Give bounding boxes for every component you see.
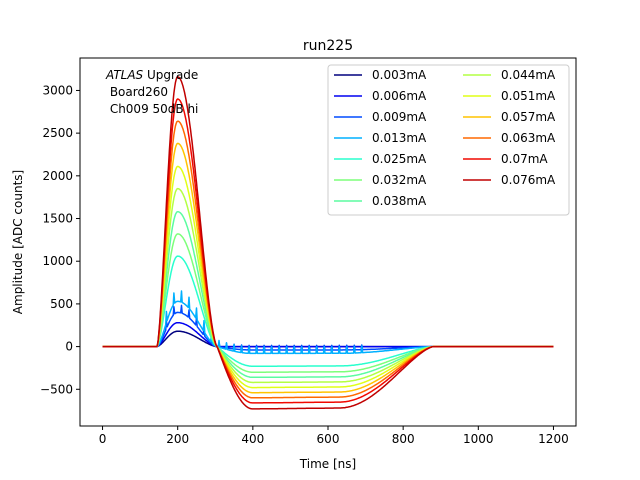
x-tick-label: 1200 <box>538 432 569 446</box>
y-tick-label: 2000 <box>42 169 73 183</box>
y-tick-label: 1500 <box>42 212 73 226</box>
legend-label: 0.003mA <box>372 68 427 82</box>
y-tick-label: −500 <box>40 382 73 396</box>
x-tick-label: 0 <box>99 432 107 446</box>
legend-label: 0.044mA <box>501 68 556 82</box>
legend-frame <box>327 64 570 216</box>
y-tick-label: 3000 <box>42 83 73 97</box>
legend-label: 0.057mA <box>501 110 556 124</box>
x-tick-label: 400 <box>241 432 264 446</box>
atlas-annotation: ATLAS Upgrade Board260 Ch009 50dB hi <box>105 68 198 116</box>
annotation-upgrade: Upgrade <box>143 68 198 82</box>
x-axis-label: Time [ns] <box>299 457 356 471</box>
series-line-0.076mA <box>102 76 554 410</box>
annotation-line-3: Ch009 50dB hi <box>106 102 198 116</box>
annotation-line-1: ATLAS Upgrade <box>105 68 198 82</box>
legend-label: 0.051mA <box>501 89 556 103</box>
x-tick-label: 200 <box>166 432 189 446</box>
legend-label: 0.009mA <box>372 110 427 124</box>
legend-label: 0.063mA <box>501 131 556 145</box>
x-tick-label: 800 <box>392 432 415 446</box>
series-layer <box>102 76 554 410</box>
legend-label: 0.032mA <box>372 173 427 187</box>
annotation-atlas: ATLAS <box>105 68 144 82</box>
legend: 0.003mA 0.006mA 0.009mA 0.013mA 0.025mA 0.032… <box>327 64 570 216</box>
y-tick-label: 1000 <box>42 254 73 268</box>
legend-label: 0.076mA <box>501 173 556 187</box>
ticks-layer: 0 200 400 600 800 1000 1200 −500 0 500 1000 1500 200… <box>40 83 569 446</box>
x-tick-label: 1000 <box>463 432 494 446</box>
y-tick-label: 0 <box>65 340 73 354</box>
legend-label: 0.006mA <box>372 89 427 103</box>
legend-label: 0.025mA <box>372 152 427 166</box>
x-tick-label: 600 <box>317 432 340 446</box>
y-axis-label: Amplitude [ADC counts] <box>11 170 25 314</box>
legend-label: 0.038mA <box>372 194 427 208</box>
y-tick-label: 500 <box>50 297 73 311</box>
y-tick-label: 2500 <box>42 126 73 140</box>
chart-title: run225 <box>303 38 353 54</box>
annotation-line-2: Board260 <box>106 85 168 99</box>
legend-label: 0.013mA <box>372 131 427 145</box>
legend-label: 0.07mA <box>501 152 548 166</box>
